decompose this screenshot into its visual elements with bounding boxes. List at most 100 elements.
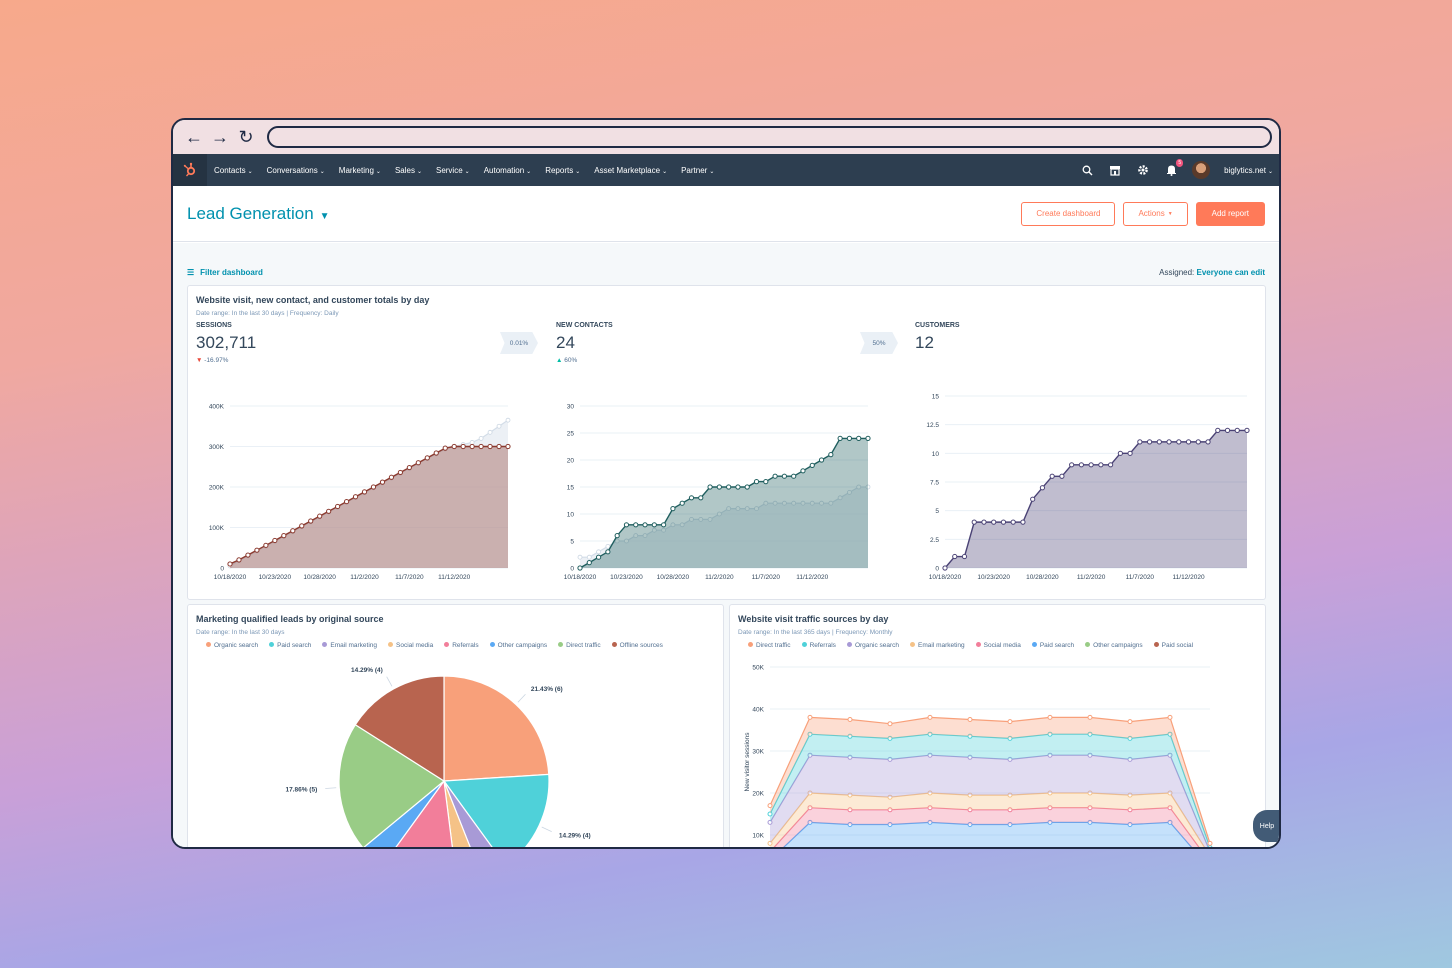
assigned-value-link[interactable]: Everyone can edit — [1196, 268, 1265, 277]
actions-button[interactable]: Actions ▼ — [1123, 201, 1188, 226]
data-point — [1195, 439, 1201, 445]
notifications-bell-icon[interactable]: 5 — [1164, 159, 1184, 177]
legend-swatch — [748, 642, 753, 647]
data-point — [967, 807, 973, 813]
x-tick-label: 10/18/2020 — [929, 574, 962, 581]
sessions-label: SESSIONS — [196, 322, 232, 329]
legend-item[interactable]: Email marketing — [322, 642, 377, 649]
report-card-mql-by-source[interactable]: Marketing qualified leads by original so… — [187, 604, 724, 847]
pie-data-label: 17.86% (5) — [285, 786, 317, 793]
legend-item[interactable]: Organic search — [206, 642, 258, 649]
data-point — [707, 484, 713, 490]
nav-partner-label: Partner — [681, 165, 708, 175]
nav-service[interactable]: Service ⌄ — [429, 166, 477, 175]
add-report-button[interactable]: Add report — [1195, 201, 1265, 226]
pie-legend: Organic search Paid search Email marketing… — [206, 642, 676, 649]
data-point — [807, 714, 813, 720]
forward-arrow-icon[interactable]: → — [211, 126, 229, 147]
data-point — [651, 522, 657, 528]
legend-item[interactable]: Social media — [975, 642, 1021, 649]
data-point — [227, 561, 233, 567]
nav-contacts[interactable]: Contacts ⌄ — [207, 166, 260, 175]
help-button[interactable]: Help — [1253, 810, 1279, 842]
account-menu[interactable]: biglytics.net ⌄ — [1224, 166, 1273, 175]
pie-leader-line — [517, 693, 526, 703]
report-card-traffic-sources[interactable]: Website visit traffic sources by day Dat… — [729, 604, 1266, 847]
data-point — [1047, 819, 1053, 825]
avatar[interactable] — [1192, 161, 1211, 179]
legend-swatch — [388, 642, 394, 647]
legend-item[interactable]: Social media — [388, 642, 433, 649]
legend-item[interactable]: Other campaigns — [1085, 642, 1143, 649]
x-tick-label: 10/28/2020 — [657, 574, 690, 581]
legend-item[interactable]: Referrals — [801, 642, 836, 649]
data-point — [642, 522, 648, 528]
hubspot-logo-icon[interactable] — [173, 154, 207, 186]
customers-value: 12 — [915, 333, 934, 352]
back-arrow-icon[interactable]: ← — [185, 126, 203, 147]
legend-item[interactable]: Paid social — [1153, 642, 1193, 649]
legend-item[interactable]: Other campaigns — [489, 642, 547, 649]
legend-item[interactable]: Referrals — [444, 642, 479, 649]
marketplace-icon[interactable] — [1108, 163, 1122, 177]
nav-reports[interactable]: Reports ⌄ — [538, 166, 587, 175]
data-point — [952, 553, 958, 560]
data-point — [487, 443, 493, 450]
new-contacts-change-value: 60% — [564, 357, 578, 364]
data-point — [767, 803, 773, 809]
legend-item[interactable]: Paid search — [1031, 642, 1074, 649]
filter-dashboard-link[interactable]: ☰ Filter dashboard — [187, 268, 263, 277]
data-point — [236, 557, 242, 563]
data-point — [661, 522, 667, 528]
prior-point — [596, 549, 601, 555]
prior-point — [689, 516, 694, 522]
create-dashboard-button[interactable]: Create dashboard — [1021, 201, 1116, 226]
dashboard-selector[interactable]: Lead Generation ▼ — [187, 204, 330, 224]
nav-asset-marketplace[interactable]: Asset Marketplace ⌄ — [587, 166, 674, 175]
prior-point — [661, 527, 667, 533]
customers-label: CUSTOMERS — [915, 322, 960, 329]
series-area — [580, 438, 868, 568]
legend-item[interactable]: Email marketing — [910, 642, 965, 649]
search-icon[interactable] — [1080, 163, 1094, 177]
legend-swatch — [975, 642, 981, 647]
data-point — [772, 473, 778, 479]
y-tick-label: 15 — [932, 394, 940, 401]
legend-swatch — [1085, 642, 1091, 647]
prior-point — [809, 500, 815, 506]
data-point — [865, 435, 871, 442]
prior-point — [505, 417, 511, 423]
nav-marketing[interactable]: Marketing ⌄ — [332, 166, 388, 175]
data-point — [1166, 439, 1172, 445]
address-bar[interactable] — [267, 126, 1272, 148]
legend-item[interactable]: Organic search — [846, 642, 899, 649]
prior-point — [478, 436, 484, 441]
y-tick-label: 100K — [209, 525, 225, 532]
legend-swatch — [322, 642, 328, 647]
report-card-totals[interactable]: Website visit, new contact, and customer… — [187, 285, 1266, 600]
y-tick-label: 10 — [932, 451, 940, 458]
data-point — [1087, 805, 1093, 811]
top-navigation: Contacts ⌄ Conversations ⌄ Marketing ⌄ Sale… — [173, 154, 1279, 186]
data-point — [1047, 731, 1053, 737]
legend-item[interactable]: Paid search — [269, 642, 311, 649]
data-point — [1167, 819, 1173, 825]
legend-item[interactable]: Offline sources — [611, 642, 663, 649]
legend-swatch — [558, 642, 564, 647]
data-point — [1215, 427, 1221, 434]
gear-icon[interactable] — [1136, 163, 1150, 177]
reload-icon[interactable]: ↻ — [238, 126, 254, 147]
data-point — [847, 717, 853, 722]
nav-partner[interactable]: Partner ⌄ — [674, 166, 721, 175]
legend-swatch — [269, 642, 275, 647]
nav-marketing-label: Marketing — [338, 165, 374, 175]
nav-automation[interactable]: Automation ⌄ — [477, 166, 539, 175]
data-point — [847, 822, 853, 827]
legend-item[interactable]: Direct traffic — [558, 642, 601, 649]
nav-sales[interactable]: Sales ⌄ — [388, 166, 429, 175]
filter-label: Filter dashboard — [200, 268, 263, 277]
data-point — [469, 443, 475, 450]
legend-swatch — [1153, 642, 1159, 647]
legend-item[interactable]: Direct traffic — [748, 642, 791, 649]
nav-conversations[interactable]: Conversations ⌄ — [260, 166, 332, 175]
